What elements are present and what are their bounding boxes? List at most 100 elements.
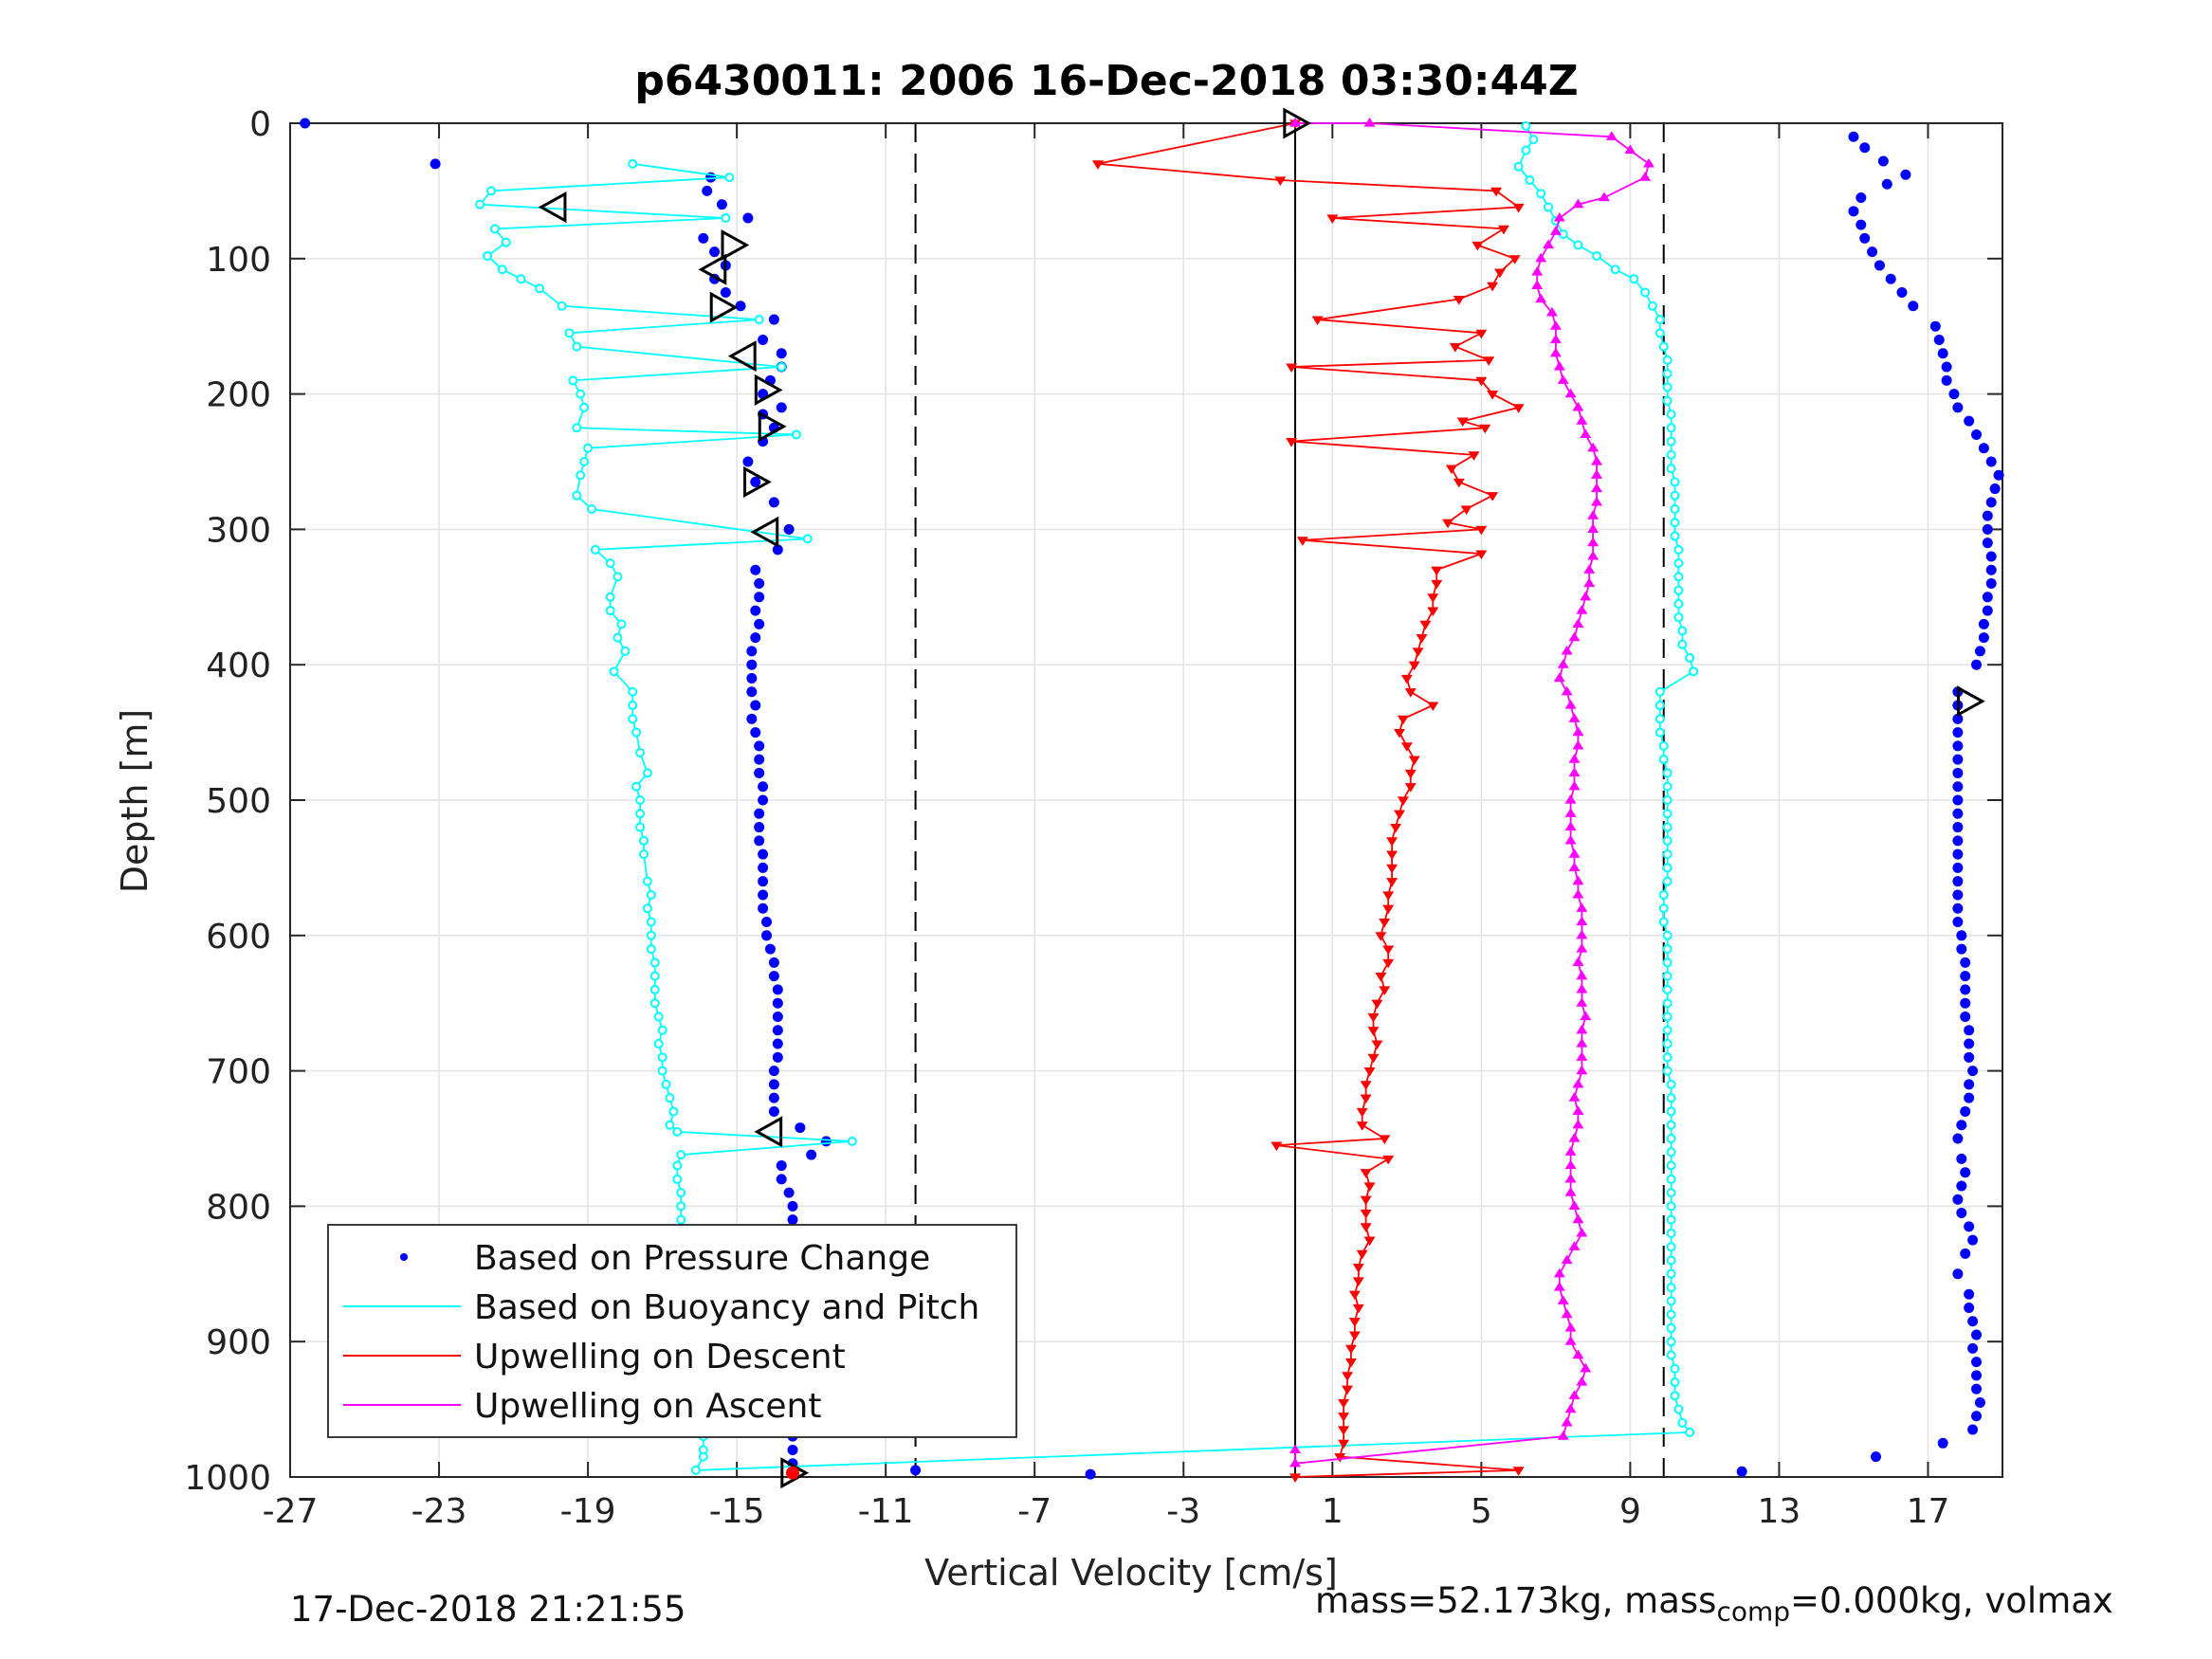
upwelling-descent-point [1397,796,1409,806]
pressure-change-point [1964,1051,1975,1063]
pressure-change-point [1956,943,1967,955]
pressure-change-point [1085,1468,1096,1480]
pressure-change-point [1952,1194,1964,1205]
pressure-change-point [1856,219,1867,230]
upwelling-descent-point [1416,634,1428,644]
pressure-change-point [1956,1208,1967,1219]
pressure-change-point [1859,232,1871,244]
pressure-change-point [1874,260,1885,271]
mass-readout-prefix: mass=52.173kg, mass [1315,1580,1717,1621]
upwelling-descent-point [1386,878,1398,887]
pressure-change-point [720,287,731,298]
buoyancy-pitch-point [1662,944,1673,955]
buoyancy-pitch-point [564,328,575,338]
upwelling-descent-point [1338,1439,1350,1449]
upwelling-ascent-point [1572,1119,1584,1129]
legend-label: Based on Pressure Change [474,1239,930,1278]
buoyancy-pitch-point [1662,369,1673,379]
upwelling-ascent-point [1572,1213,1584,1224]
upwelling-descent-point [1371,999,1383,1010]
direction-marker [754,1116,783,1148]
buoyancy-pitch-point [486,186,497,196]
pressure-change-point [754,808,765,819]
buoyancy-pitch-point [628,158,638,169]
buoyancy-pitch-point [1666,1093,1676,1103]
upwelling-ascent-point [1572,888,1584,899]
upwelling-ascent-point [1553,1282,1565,1291]
buoyancy-pitch-point [642,768,652,778]
pressure-change-point [754,822,765,833]
pressure-change-point [1985,564,1997,575]
pressure-change-point [1956,1153,1967,1164]
upwelling-ascent-point [1564,1159,1577,1170]
pressure-change-point [1967,1066,1979,1077]
pressure-change-point [1967,1342,1979,1354]
buoyancy-pitch-point [489,224,500,234]
buoyancy-pitch-point [1658,903,1669,914]
buoyancy-pitch-point [676,1214,686,1225]
upwelling-ascent-point [1549,320,1562,330]
pressure-change-point [1964,1025,1975,1036]
buoyancy-pitch-point [1662,984,1673,994]
x-tick-label: -23 [411,1492,467,1531]
upwelling-ascent-point [1587,550,1600,560]
pressure-change-point [1974,1396,1985,1408]
pressure-change-point [1948,389,1960,400]
buoyancy-pitch-point [1666,1214,1676,1225]
upwelling-descent-point [1326,214,1339,224]
chart-title: p6430011: 2006 16-Dec-2018 03:30:44Z [634,57,1578,105]
buoyancy-pitch-point [1666,1106,1676,1117]
upwelling-ascent-point [1564,821,1577,831]
upwelling-ascent-point [1568,1092,1581,1102]
buoyancy-pitch-point [1677,1417,1688,1428]
upwelling-ascent-point [1591,469,1603,479]
buoyancy-pitch-point [676,1201,686,1212]
upwelling-descent-point [1286,437,1298,447]
buoyancy-pitch-point [497,264,507,275]
buoyancy-pitch-point [616,619,627,629]
export-timestamp: 17-Dec-2018 21:21:55 [290,1589,686,1630]
buoyancy-pitch-point [1662,930,1673,940]
upwelling-ascent-point [1535,252,1547,263]
pressure-change-point [1964,1092,1975,1103]
buoyancy-pitch-point [1670,518,1680,528]
buoyancy-pitch-point [1666,1147,1676,1158]
pressure-change-point [1982,510,1993,521]
x-tick-label: -19 [560,1492,616,1531]
buoyancy-pitch-point [628,714,638,724]
upwelling-descent-point [1490,187,1503,197]
y-axis-label: Depth [m] [114,709,155,894]
buoyancy-pitch-point [676,1150,686,1160]
upwelling-ascent-point [1549,347,1562,357]
legend-box [327,1224,1017,1438]
pressure-change-point [1960,971,1971,982]
buoyancy-pitch-point [676,1188,686,1198]
pressure-change-point [772,1051,783,1063]
upwelling-descent-point [1344,1344,1357,1355]
pressure-change-point [787,1200,798,1212]
pressure-change-point [754,578,765,590]
upwelling-descent-point [1475,550,1488,560]
direction-marker [1956,685,1985,718]
buoyancy-pitch-point [572,423,582,433]
upwelling-ascent-point [1561,685,1573,696]
pressure-change-point [1952,808,1964,819]
buoyancy-pitch-point [1662,395,1673,406]
pressure-change-point [772,1025,783,1036]
pressure-change-point [742,456,754,467]
upwelling-descent-point [1400,674,1413,684]
upwelling-ascent-point [1564,1187,1577,1196]
pressure-change-point [1964,1288,1975,1300]
pressure-change-point [754,754,765,765]
upwelling-ascent-point [1557,1295,1569,1304]
direction-marker [750,516,779,548]
buoyancy-pitch-point [1670,531,1680,541]
upwelling-ascent-point [1549,226,1562,235]
upwelling-ascent-point [1572,739,1584,750]
pressure-change-point [761,917,773,928]
buoyancy-pitch-point [501,237,511,247]
buoyancy-pitch-point [1658,889,1669,900]
pressure-change-point [1871,1451,1882,1463]
buoyancy-pitch-point [1666,1296,1676,1306]
buoyancy-pitch-point [646,944,656,955]
